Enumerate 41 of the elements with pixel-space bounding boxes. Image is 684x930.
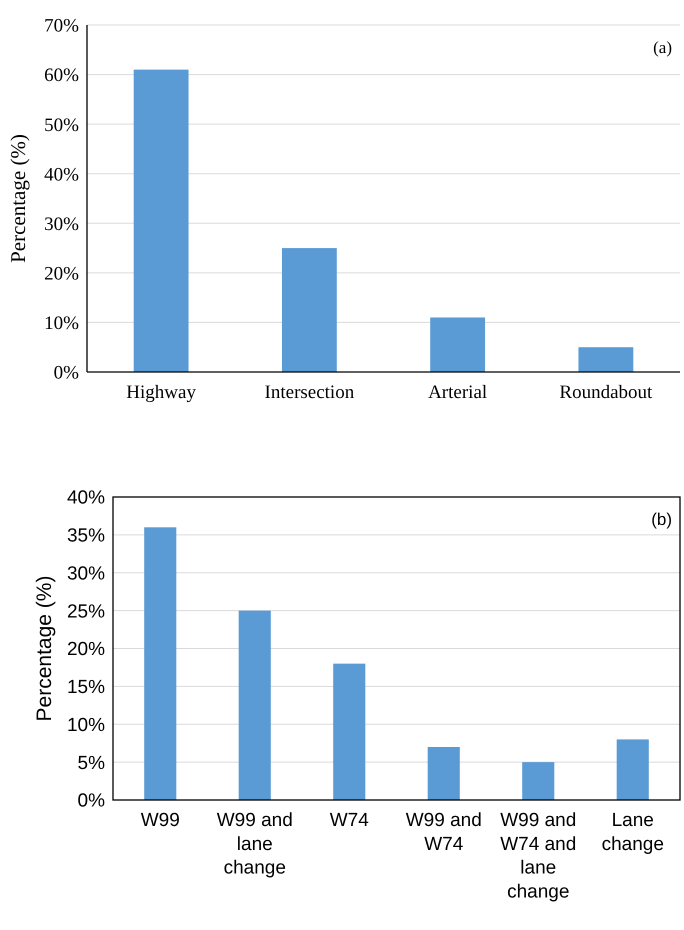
- x-tick-label: Lane change: [602, 810, 664, 855]
- y-tick-label: 50%: [44, 114, 80, 136]
- y-tick-label: 35%: [66, 526, 106, 547]
- y-tick-label: 25%: [66, 601, 106, 622]
- x-tick-label: Roundabout: [559, 382, 654, 403]
- bar: [282, 248, 337, 372]
- y-tick-label: 20%: [44, 264, 80, 285]
- x-tick-label: W99 and W74: [406, 810, 482, 855]
- x-tick-label: W74: [330, 810, 370, 831]
- y-tick-label: 5%: [78, 752, 106, 774]
- y-tick-label: 70%: [44, 16, 80, 37]
- x-tick-label: Arterial: [428, 382, 488, 403]
- y-tick-label: 30%: [44, 214, 80, 235]
- y-tick-label: 0%: [78, 790, 106, 812]
- y-tick-label: 15%: [66, 677, 106, 698]
- bar: [333, 664, 366, 800]
- x-tick-label: W99: [140, 810, 180, 831]
- bar: [578, 347, 634, 372]
- bar: [616, 739, 649, 800]
- annotation: (b): [651, 510, 672, 529]
- bar: [134, 70, 189, 372]
- y-tick-label: 30%: [66, 563, 106, 584]
- y-tick-label: 10%: [66, 714, 106, 736]
- y-tick-label: 40%: [66, 488, 106, 509]
- bar: [430, 317, 486, 372]
- y-tick-label: 10%: [44, 313, 80, 334]
- bar: [144, 527, 176, 800]
- bar: [428, 746, 460, 800]
- annotation: (a): [653, 38, 672, 57]
- bar: [522, 762, 554, 800]
- x-tick-label: W99 and W74 and lane change: [500, 810, 576, 902]
- y-axis-title: Percentage (%): [33, 576, 56, 722]
- bar: [238, 610, 271, 800]
- y-axis-title: Percentage (%): [6, 134, 30, 263]
- x-tick-label: Intersection: [264, 382, 355, 403]
- y-tick-label: 60%: [44, 65, 80, 86]
- y-tick-label: 0%: [54, 362, 80, 384]
- y-tick-label: 40%: [44, 164, 80, 186]
- x-tick-label: Highway: [126, 382, 196, 403]
- x-tick-label: W99 and lane change: [216, 810, 293, 878]
- y-tick-label: 20%: [66, 639, 106, 660]
